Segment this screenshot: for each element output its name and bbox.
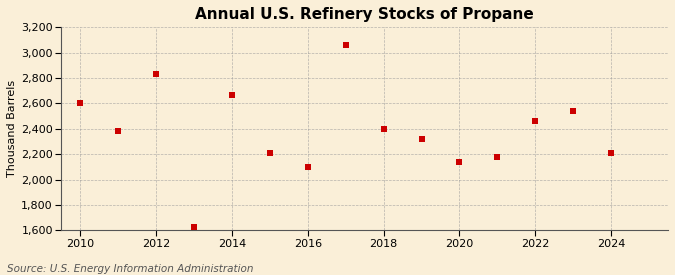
Point: [188, 224, 199, 229]
Point: [530, 119, 541, 123]
Point: [227, 92, 238, 97]
Point: [302, 165, 313, 169]
Point: [113, 129, 124, 134]
Title: Annual U.S. Refinery Stocks of Propane: Annual U.S. Refinery Stocks of Propane: [195, 7, 534, 22]
Point: [492, 155, 503, 159]
Point: [454, 160, 465, 164]
Point: [151, 72, 161, 76]
Point: [378, 127, 389, 131]
Point: [75, 101, 86, 106]
Text: Source: U.S. Energy Information Administration: Source: U.S. Energy Information Administ…: [7, 264, 253, 274]
Point: [416, 137, 427, 141]
Y-axis label: Thousand Barrels: Thousand Barrels: [7, 80, 17, 177]
Point: [265, 151, 275, 155]
Point: [568, 109, 578, 113]
Point: [340, 43, 351, 47]
Point: [605, 151, 616, 155]
